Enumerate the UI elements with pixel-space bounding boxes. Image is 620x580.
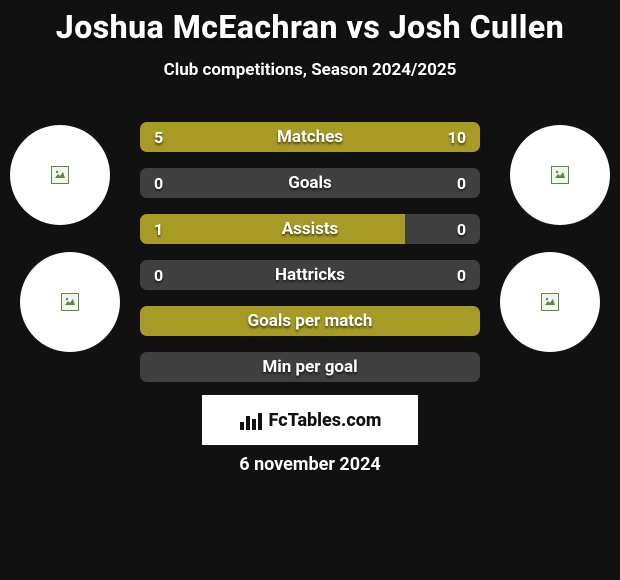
stat-label: Matches <box>140 122 480 152</box>
stat-bar: 10Assists <box>140 214 480 244</box>
image-placeholder-icon <box>61 293 79 311</box>
stat-label: Assists <box>140 214 480 244</box>
brand-box: FcTables.com <box>202 395 418 445</box>
image-placeholder-icon <box>51 166 69 184</box>
stat-label: Hattricks <box>140 260 480 290</box>
player1-avatar <box>10 125 110 225</box>
team2-avatar <box>500 252 600 352</box>
stat-bar: 00Hattricks <box>140 260 480 290</box>
stat-label: Goals per match <box>140 306 480 336</box>
brand-chart-icon <box>239 410 263 430</box>
date-text: 6 november 2024 <box>0 454 620 475</box>
page-title: Joshua McEachran vs Josh Cullen <box>0 0 620 46</box>
team1-avatar <box>20 252 120 352</box>
image-placeholder-icon <box>541 293 559 311</box>
brand-text: FcTables.com <box>269 410 382 431</box>
player2-avatar <box>510 125 610 225</box>
stat-label: Goals <box>140 168 480 198</box>
stats-bars: 510Matches 00Goals 10Assists 00Hattricks Goa… <box>140 122 480 398</box>
stat-bar: Min per goal <box>140 352 480 382</box>
page-subtitle: Club competitions, Season 2024/2025 <box>0 60 620 80</box>
stat-label: Min per goal <box>140 352 480 382</box>
stat-bar: 510Matches <box>140 122 480 152</box>
stat-bar: Goals per match <box>140 306 480 336</box>
image-placeholder-icon <box>551 166 569 184</box>
stat-bar: 00Goals <box>140 168 480 198</box>
